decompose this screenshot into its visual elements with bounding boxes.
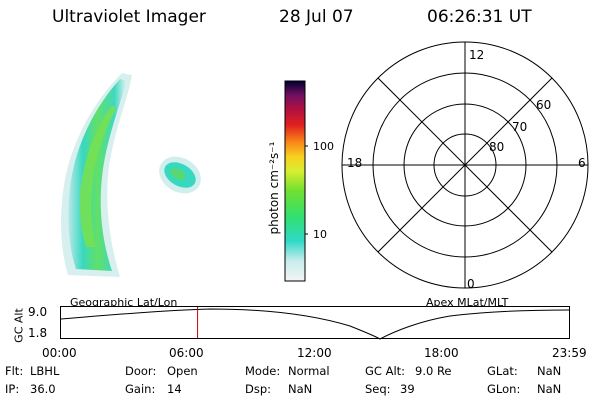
info-gain-label: Gain:	[125, 382, 156, 396]
info-door-label: Door:	[125, 364, 157, 378]
info-glon-value: NaN	[537, 382, 562, 396]
altitude-curve	[60, 308, 570, 340]
colorbar-unit-label: photon cm⁻²s⁻¹	[267, 141, 281, 235]
colorbar-tick-100: 100	[313, 140, 334, 153]
timeline-ytick-top: 9.0	[28, 305, 48, 319]
info-flt-label: Flt:	[5, 364, 24, 378]
timeline-xtick-3: 18:00	[424, 346, 459, 360]
aurora-arc-core	[79, 105, 116, 247]
instrument-title: Ultraviolet Imager	[52, 7, 206, 27]
info-glat-value: NaN	[537, 364, 562, 378]
info-glat-label: GLat:	[487, 364, 518, 378]
observation-date: 28 Jul 07	[279, 7, 354, 27]
mlt-label-dusk: 18	[347, 156, 363, 170]
info-door-value: Open	[167, 364, 198, 378]
mlt-label-dawn: 6	[578, 156, 586, 170]
timeline-ylabel: GC Alt	[12, 308, 26, 343]
colorbar	[284, 80, 308, 282]
info-glon-label: GLon:	[487, 382, 521, 396]
info-mode-value: Normal	[288, 364, 330, 378]
info-gcalt-value: 9.0 Re	[415, 364, 452, 378]
info-dsp-value: NaN	[288, 382, 313, 396]
auroral-image	[61, 73, 201, 277]
timeline-left-caption: Geographic Lat/Lon	[70, 296, 178, 309]
timeline-xtick-0: 00:00	[42, 346, 77, 360]
timeline-xtick-4: 23:59	[552, 346, 587, 360]
info-dsp-label: Dsp:	[245, 382, 272, 396]
mlat-label-70: 70	[512, 120, 528, 134]
timeline-right-caption: Apex MLat/MLT	[426, 296, 509, 309]
timeline-xtick-1: 06:00	[169, 346, 204, 360]
observation-time: 06:26:31 UT	[427, 7, 532, 27]
mlat-label-80: 80	[489, 140, 505, 154]
info-ip-value: 36.0	[30, 382, 56, 396]
info-mode-label: Mode:	[245, 364, 281, 378]
mlt-label-noon: 12	[469, 48, 485, 62]
mlt-label-midnight: 0	[467, 277, 475, 291]
polar-grid	[341, 41, 589, 289]
aurora-patch-core	[170, 168, 186, 180]
info-flt-value: LBHL	[30, 364, 60, 378]
info-seq-value: 39	[400, 382, 415, 396]
altitude-timeline	[60, 306, 570, 340]
mlat-label-60: 60	[536, 98, 552, 112]
info-gain-value: 14	[167, 382, 182, 396]
colorbar-tick-10: 10	[313, 228, 327, 241]
timeline-ytick-bottom: 1.8	[28, 326, 48, 340]
info-seq-label: Seq:	[365, 382, 391, 396]
info-ip-label: IP:	[5, 382, 20, 396]
timeline-xtick-2: 12:00	[297, 346, 332, 360]
info-gcalt-label: GC Alt:	[365, 364, 406, 378]
